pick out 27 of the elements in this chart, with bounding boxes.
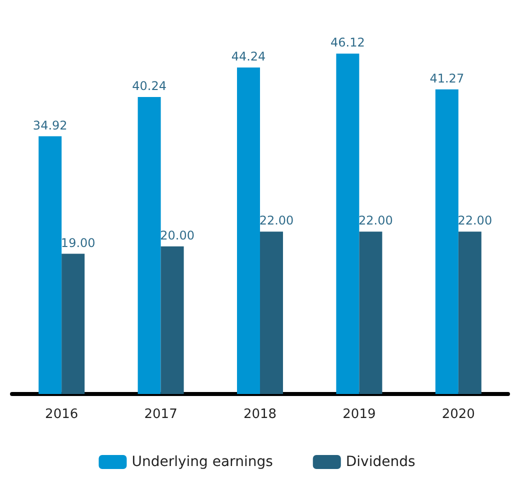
data-label: 22.00 — [259, 214, 294, 228]
x-tick-label: 2019 — [342, 407, 376, 422]
data-label: 44.24 — [231, 50, 266, 64]
bar — [260, 232, 283, 394]
x-tick-label: 2016 — [45, 407, 78, 422]
bar — [237, 68, 260, 394]
bar — [435, 89, 458, 394]
x-tick-label: 2018 — [243, 407, 277, 422]
x-tick-label: 2020 — [442, 407, 475, 422]
data-label: 22.00 — [458, 214, 492, 228]
bar — [62, 254, 85, 394]
bar — [38, 136, 62, 394]
data-label: 40.24 — [132, 79, 166, 94]
x-tick-label: 2017 — [144, 407, 178, 422]
data-label: 41.27 — [430, 71, 464, 86]
data-label: 34.92 — [32, 118, 68, 132]
bar — [138, 97, 161, 394]
data-label: 22.00 — [358, 214, 393, 228]
bar — [160, 246, 184, 394]
bar — [336, 54, 360, 394]
legend-label: Underlying earnings — [132, 454, 273, 470]
legend-label: Dividends — [346, 454, 416, 470]
data-label: 20.00 — [160, 228, 194, 242]
data-label: 19.00 — [60, 236, 96, 250]
data-label: 46.12 — [330, 36, 365, 50]
bar — [458, 232, 482, 394]
bar — [359, 232, 382, 394]
